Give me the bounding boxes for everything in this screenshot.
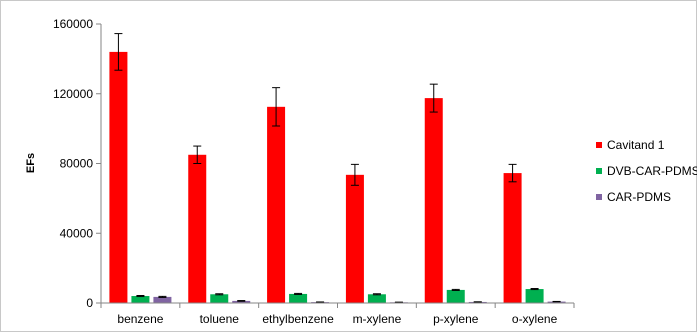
legend-swatch <box>596 168 602 174</box>
error-bar <box>114 33 123 71</box>
bar <box>153 296 172 303</box>
bar <box>503 173 522 303</box>
bar <box>267 106 286 303</box>
x-tick-label: ethylbenzene <box>262 312 334 326</box>
y-tick-label: 40000 <box>60 226 94 240</box>
legend-item: Cavitand 1 <box>596 138 665 152</box>
bar <box>232 300 251 303</box>
legend-label: Cavitand 1 <box>607 138 665 152</box>
error-bar <box>530 288 539 291</box>
bar <box>367 294 386 303</box>
y-axis-ticks: 0 40000 80000 120000 160000 <box>53 17 101 310</box>
error-bar <box>429 83 438 113</box>
bar <box>424 98 443 303</box>
error-bars <box>114 33 561 303</box>
legend: Cavitand 1 DVB-CAR-PDMS CAR-PDMS <box>596 138 697 204</box>
x-tick-label: o-xylene <box>512 312 558 326</box>
error-bar <box>237 300 246 302</box>
x-tick-label: p-xylene <box>433 312 479 326</box>
bars <box>109 51 566 304</box>
y-axis-title: EFs <box>25 153 37 173</box>
error-bar <box>451 288 460 291</box>
bar <box>525 289 544 303</box>
legend-item: CAR-PDMS <box>596 190 671 204</box>
bar <box>188 154 207 303</box>
bar <box>109 51 128 304</box>
bar <box>446 289 465 303</box>
legend-label: DVB-CAR-PDMS <box>607 164 697 178</box>
x-tick-label: benzene <box>117 312 163 326</box>
error-bar <box>272 87 281 127</box>
error-bar <box>158 295 167 298</box>
error-bar <box>294 292 303 295</box>
legend-swatch <box>596 194 602 200</box>
y-tick-label: 80000 <box>60 157 94 171</box>
bar <box>210 294 229 303</box>
error-bar <box>193 145 202 164</box>
y-tick-label: 0 <box>86 296 93 310</box>
bar <box>131 296 150 303</box>
y-tick-label: 120000 <box>53 87 93 101</box>
bar <box>547 301 566 303</box>
error-bar <box>136 295 145 298</box>
x-tick-label: m-xylene <box>353 312 402 326</box>
bar <box>289 293 308 303</box>
legend-label: CAR-PDMS <box>607 190 671 204</box>
x-axis-ticks <box>100 303 575 308</box>
error-bar <box>350 163 359 186</box>
legend-item: DVB-CAR-PDMS <box>596 164 697 178</box>
error-bar <box>372 293 381 296</box>
x-tick-label: toluene <box>200 312 240 326</box>
error-bar <box>508 163 517 183</box>
x-axis-labels: benzene toluene ethylbenzene m-xylene p-xyle… <box>117 312 557 326</box>
error-bar <box>215 293 224 296</box>
legend-swatch <box>596 142 602 148</box>
bar <box>345 174 364 303</box>
y-tick-label: 160000 <box>53 17 93 31</box>
